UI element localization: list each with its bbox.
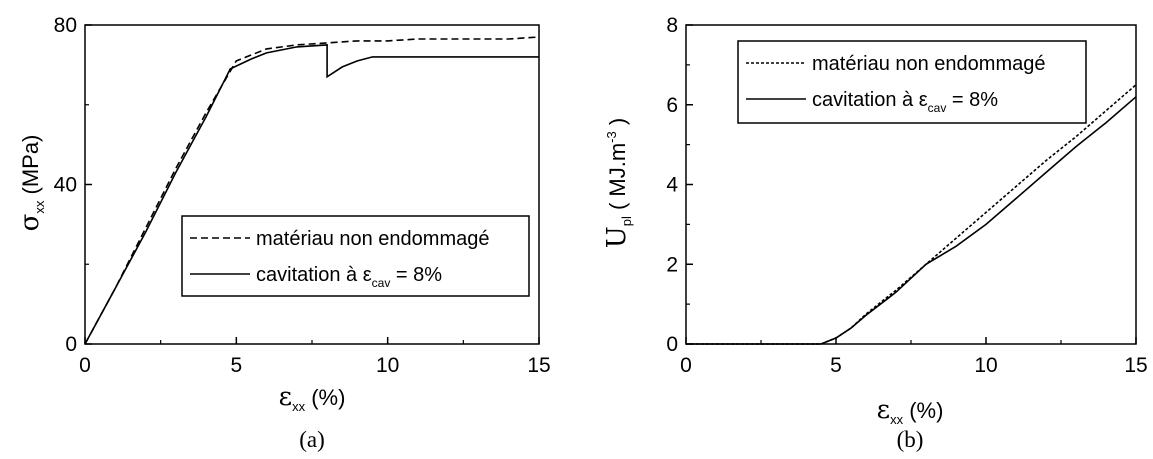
chart-panel-a: 0 5 10 15 0 40 80 matériau non endommagé cavitat… — [15, 14, 551, 452]
series-line-undamaged — [84, 36, 540, 345]
panel-caption: (b) — [897, 427, 924, 452]
y-tick-label: 4 — [666, 174, 678, 197]
y-tick-label: 6 — [666, 94, 678, 117]
x-tick-label: 0 — [79, 354, 91, 377]
x-tick-label: 10 — [376, 354, 399, 377]
legend-entry: cavitation à εcav = 8% — [812, 89, 998, 115]
chart-panel-b: 0 5 10 15 0 2 4 6 8 matériau non endommagé cavitat… — [602, 14, 1148, 452]
legend-box — [737, 40, 1087, 124]
y-tick-label: 2 — [666, 253, 678, 276]
y-axis-label: Upl ( MJ.m-3 ) — [602, 118, 634, 248]
x-tick-label: 5 — [230, 354, 242, 377]
x-axis-label: εxx (%) — [279, 382, 346, 414]
legend-entry: matériau non endommagé — [812, 53, 1045, 75]
series-line-cavitation — [84, 44, 539, 345]
x-axis-label: εxx (%) — [877, 395, 944, 427]
y-tick-label: 40 — [54, 174, 77, 197]
y-tick-label: 0 — [666, 333, 678, 356]
y-tick-label: 80 — [54, 14, 77, 37]
x-tick-label: 0 — [680, 354, 692, 377]
legend-entry: cavitation à εcav = 8% — [256, 264, 442, 290]
series-line-cavitation — [686, 96, 1137, 345]
y-tick-label: 8 — [666, 14, 678, 37]
y-axis-label: σxx (MPa) — [15, 135, 47, 232]
legend-entry: matériau non endommagé — [256, 228, 489, 250]
series-line-undamaged — [686, 84, 1137, 345]
x-tick-label: 10 — [974, 354, 997, 377]
legend-box — [181, 215, 530, 297]
panel-caption: (a) — [299, 427, 325, 452]
x-tick-label: 15 — [1124, 354, 1147, 377]
x-tick-label: 15 — [527, 354, 550, 377]
y-tick-label: 0 — [65, 333, 77, 356]
x-tick-label: 5 — [830, 354, 842, 377]
